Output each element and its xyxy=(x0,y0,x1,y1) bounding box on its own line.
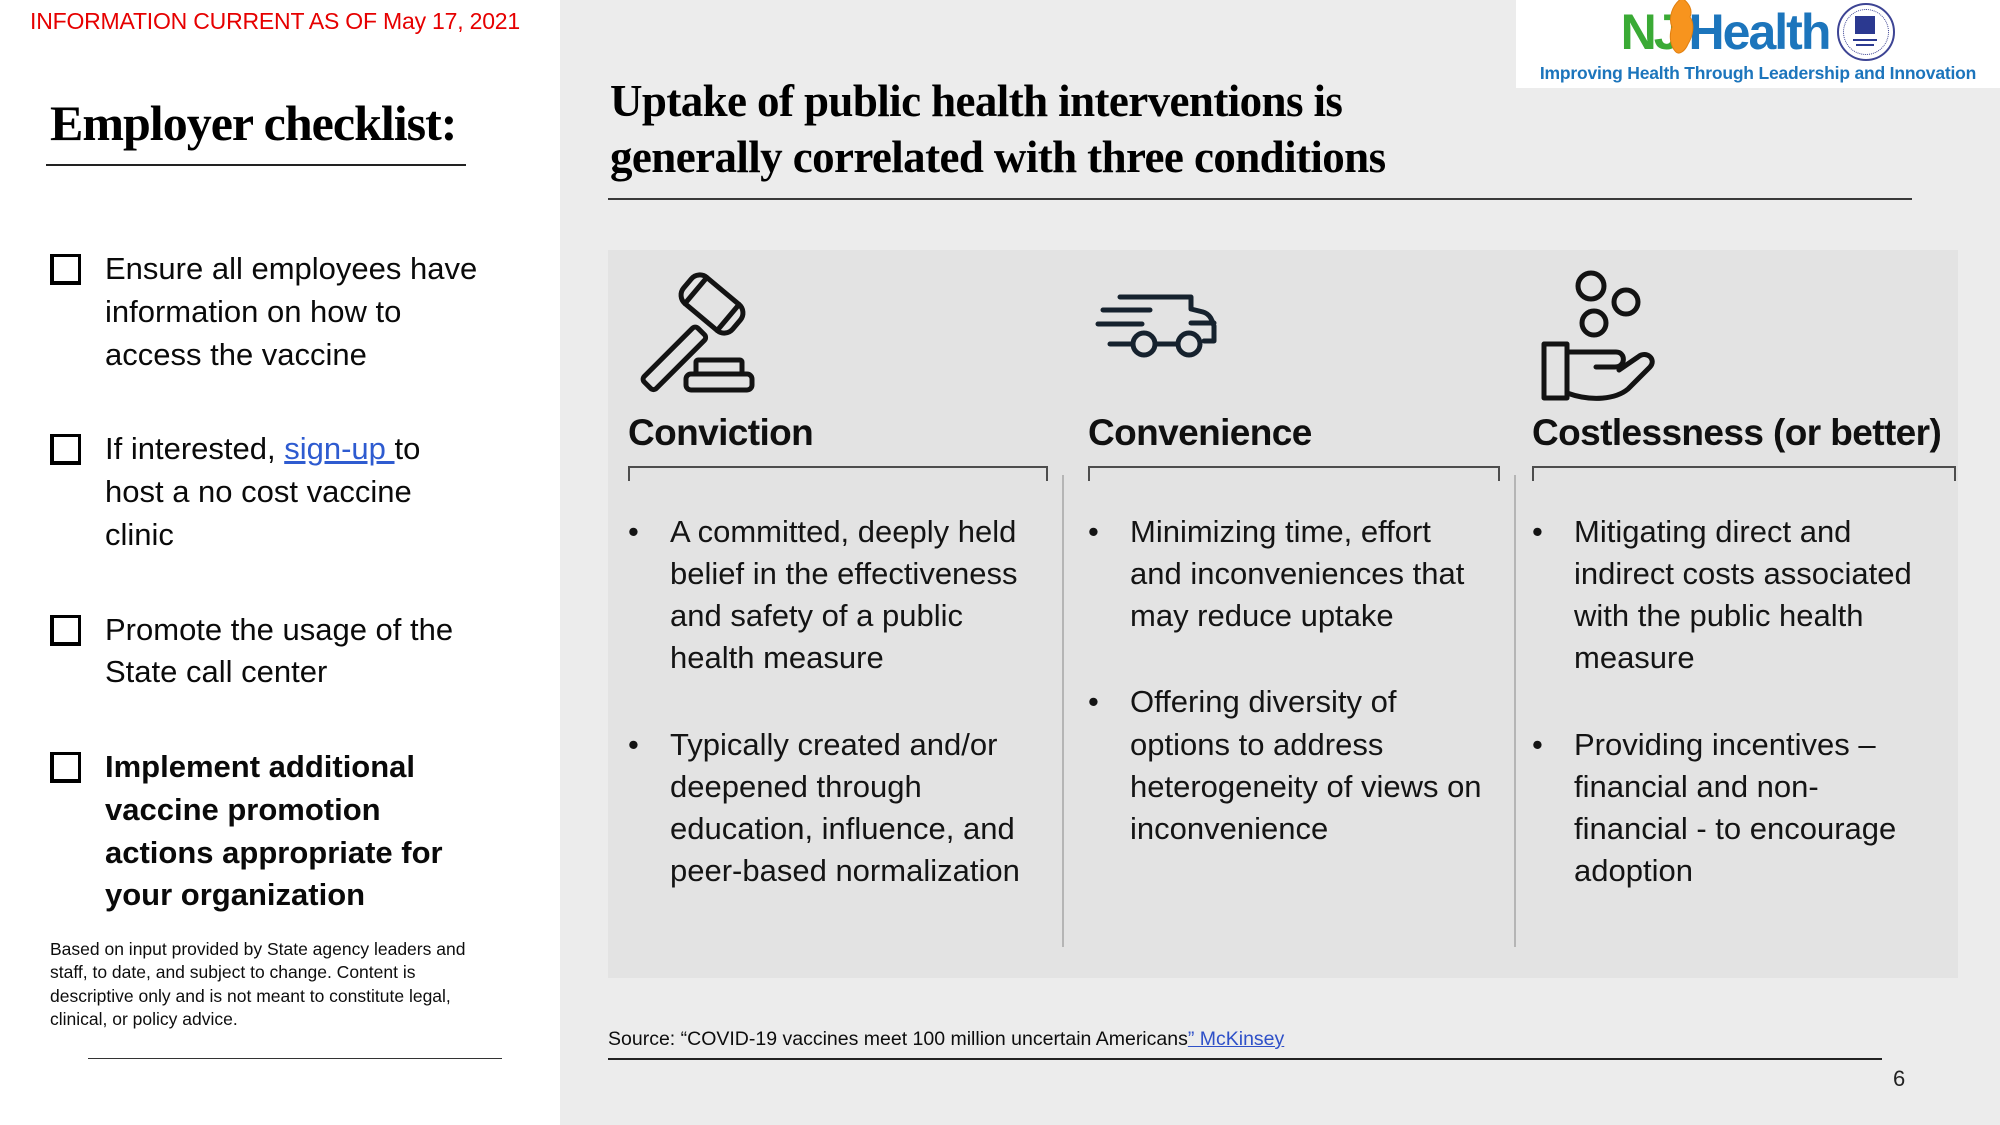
seal-emblem xyxy=(1855,16,1876,34)
logo-row: NJ Health xyxy=(1621,0,1896,61)
bullet-glyph: • xyxy=(1088,514,1099,549)
slide-title: Uptake of public health interventions is… xyxy=(610,76,1386,182)
bullet-text: Minimizing time, effort and inconvenienc… xyxy=(1130,514,1465,634)
column-heading: Convenience xyxy=(1088,412,1312,453)
njhealth-logo: NJ Health Improving Health Through Leade… xyxy=(1516,0,2000,88)
bullet-text: Providing incentives – financial and non… xyxy=(1574,726,1897,889)
employer-checklist-heading: Employer checklist: xyxy=(46,94,467,166)
column-heading: Conviction xyxy=(628,412,814,453)
bullet-text: Mitigating direct and indirect costs ass… xyxy=(1574,514,1912,676)
sign-up-link[interactable]: sign-up xyxy=(284,431,395,467)
source-line: Source: “COVID-19 vaccines meet 100 mill… xyxy=(608,1028,1882,1060)
bullet-item: • Offering diversity of options to addre… xyxy=(1088,681,1500,850)
bullet-glyph: • xyxy=(1532,726,1543,762)
checklist-item-text: If interested, sign-up to host a no cost… xyxy=(105,428,520,556)
employer-checklist: Ensure all employees have information on… xyxy=(50,248,520,917)
bullet-item: • Typically created and/or deepened thro… xyxy=(628,724,1048,893)
mckinsey-link[interactable]: ” McKinsey xyxy=(1187,1028,1285,1050)
checklist-item-text: Ensure all employees have information on… xyxy=(105,251,478,372)
checklist-item-text: Implement additional vaccine promotion a… xyxy=(105,749,443,913)
bullet-item: • Mitigating direct and indirect costs a… xyxy=(1532,511,1956,680)
bullet-text: Offering diversity of options to address… xyxy=(1130,684,1482,846)
checkbox-icon xyxy=(50,434,81,466)
checkbox-icon xyxy=(50,254,81,285)
bullet-list: • Mitigating direct and indirect costs a… xyxy=(1532,511,1956,892)
hand-coins-icon xyxy=(1534,266,1956,408)
bullet-text: A committed, deeply held belief in the e… xyxy=(670,514,1018,676)
bullet-glyph: • xyxy=(1088,684,1099,720)
bullet-item: • Minimizing time, effort and inconvenie… xyxy=(1088,511,1500,637)
bullet-list: • A committed, deeply held belief in the… xyxy=(628,511,1048,892)
disclaimer-text: Based on input provided by State agency … xyxy=(50,939,466,1029)
heading-bracket xyxy=(1532,466,1956,481)
column-conviction: Conviction • A committed, deeply held be… xyxy=(628,258,1048,892)
checklist-item: Implement additional vaccine promotion a… xyxy=(50,746,520,917)
title-underline xyxy=(608,198,1912,200)
bullet-glyph: • xyxy=(1532,514,1543,549)
heading-bracket xyxy=(628,466,1048,481)
logo-health-text: Health xyxy=(1688,4,1832,60)
column-heading: Costlessness (or better) xyxy=(1532,412,1942,453)
column-convenience: Convenience • Minimizing time, effort an… xyxy=(1088,258,1500,850)
column-costlessness: Costlessness (or better) • Mitigating di… xyxy=(1532,258,1956,892)
gavel-icon xyxy=(630,266,1048,408)
seal-text-line xyxy=(1856,44,1875,46)
checklist-item-text-pre: If interested, xyxy=(105,431,285,467)
checklist-item-text-post: to host a no cost vaccine clinic xyxy=(105,431,421,552)
checklist-item-text: Promote the usage of the State call cent… xyxy=(105,611,454,690)
checkbox-icon xyxy=(50,752,81,784)
seal-text-line xyxy=(1853,39,1878,41)
delivery-truck-icon xyxy=(1090,266,1500,408)
checklist-item: Ensure all employees have information on… xyxy=(50,248,520,376)
bullet-list: • Minimizing time, effort and inconvenie… xyxy=(1088,511,1500,850)
footnote-divider xyxy=(88,1058,502,1059)
heading-bracket xyxy=(1088,466,1500,481)
source-text: Source: “COVID-19 vaccines meet 100 mill… xyxy=(608,1028,1188,1050)
bullet-glyph: • xyxy=(628,726,639,762)
three-conditions-panel xyxy=(608,250,1958,978)
column-divider xyxy=(1062,475,1064,947)
checklist-item: Promote the usage of the State call cent… xyxy=(50,609,520,695)
phab-seal-icon xyxy=(1837,3,1896,61)
bullet-item: • Providing incentives – financial and n… xyxy=(1532,724,1956,893)
checklist-item: If interested, sign-up to host a no cost… xyxy=(50,428,520,556)
column-divider xyxy=(1514,475,1516,947)
bullet-text: Typically created and/or deepened throug… xyxy=(670,726,1020,889)
logo-tagline: Improving Health Through Leadership and … xyxy=(1539,63,1977,83)
seal-ring xyxy=(1843,9,1890,55)
page-number: 6 xyxy=(1893,1066,1906,1091)
nj-state-icon xyxy=(1665,0,1699,63)
info-current-banner: INFORMATION CURRENT AS OF May 17, 2021 xyxy=(30,8,520,34)
bullet-glyph: • xyxy=(628,514,639,549)
bullet-item: • A committed, deeply held belief in the… xyxy=(628,511,1048,680)
checkbox-icon xyxy=(50,614,81,646)
